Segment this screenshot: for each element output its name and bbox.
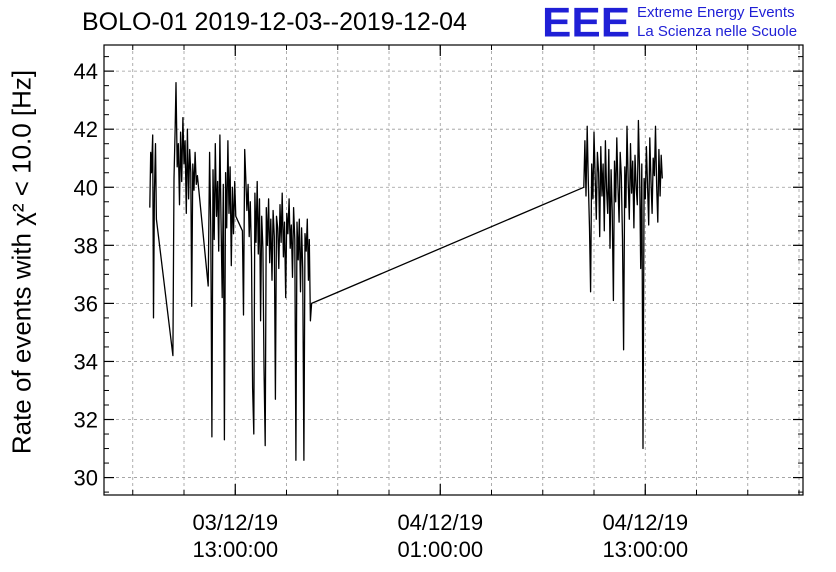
x-tick-label-date: 04/12/19	[397, 510, 483, 535]
y-tick-labels: 30 32 34 36 38 40 42 44	[74, 59, 98, 490]
y-tick-label: 38	[74, 233, 98, 258]
series-line	[149, 82, 663, 461]
y-tick-label: 34	[74, 349, 98, 374]
y-tick-label: 36	[74, 291, 98, 316]
y-tick-label: 40	[74, 175, 98, 200]
brand-line-1: Extreme Energy Events	[637, 4, 795, 21]
eee-logo: EEE	[542, 0, 631, 46]
x-tick-label-date: 03/12/19	[192, 510, 278, 535]
y-tick-label: 32	[74, 408, 98, 433]
brand-line-2: La Scienza nelle Scuole	[637, 23, 798, 40]
y-axis-label: Rate of events with χ² < 10.0 [Hz]	[6, 69, 37, 455]
x-tick-label-date: 04/12/19	[602, 510, 688, 535]
x-tick-label-time: 13:00:00	[192, 537, 278, 562]
brand-text: Extreme Energy Events La Scienza nelle S…	[637, 3, 797, 41]
y-tick-label: 30	[74, 466, 98, 491]
x-tick-label-time: 01:00:00	[397, 537, 483, 562]
plot-frame	[103, 44, 804, 496]
chart-title: BOLO-01 2019-12-03--2019-12-04	[82, 8, 467, 36]
y-tick-label: 42	[74, 117, 98, 142]
x-tick-label-time: 13:00:00	[602, 537, 688, 562]
axis-ticks	[104, 45, 803, 495]
y-tick-label: 44	[74, 59, 98, 84]
x-tick-labels: 03/12/1913:00:0004/12/1901:00:0004/12/19…	[192, 510, 688, 562]
